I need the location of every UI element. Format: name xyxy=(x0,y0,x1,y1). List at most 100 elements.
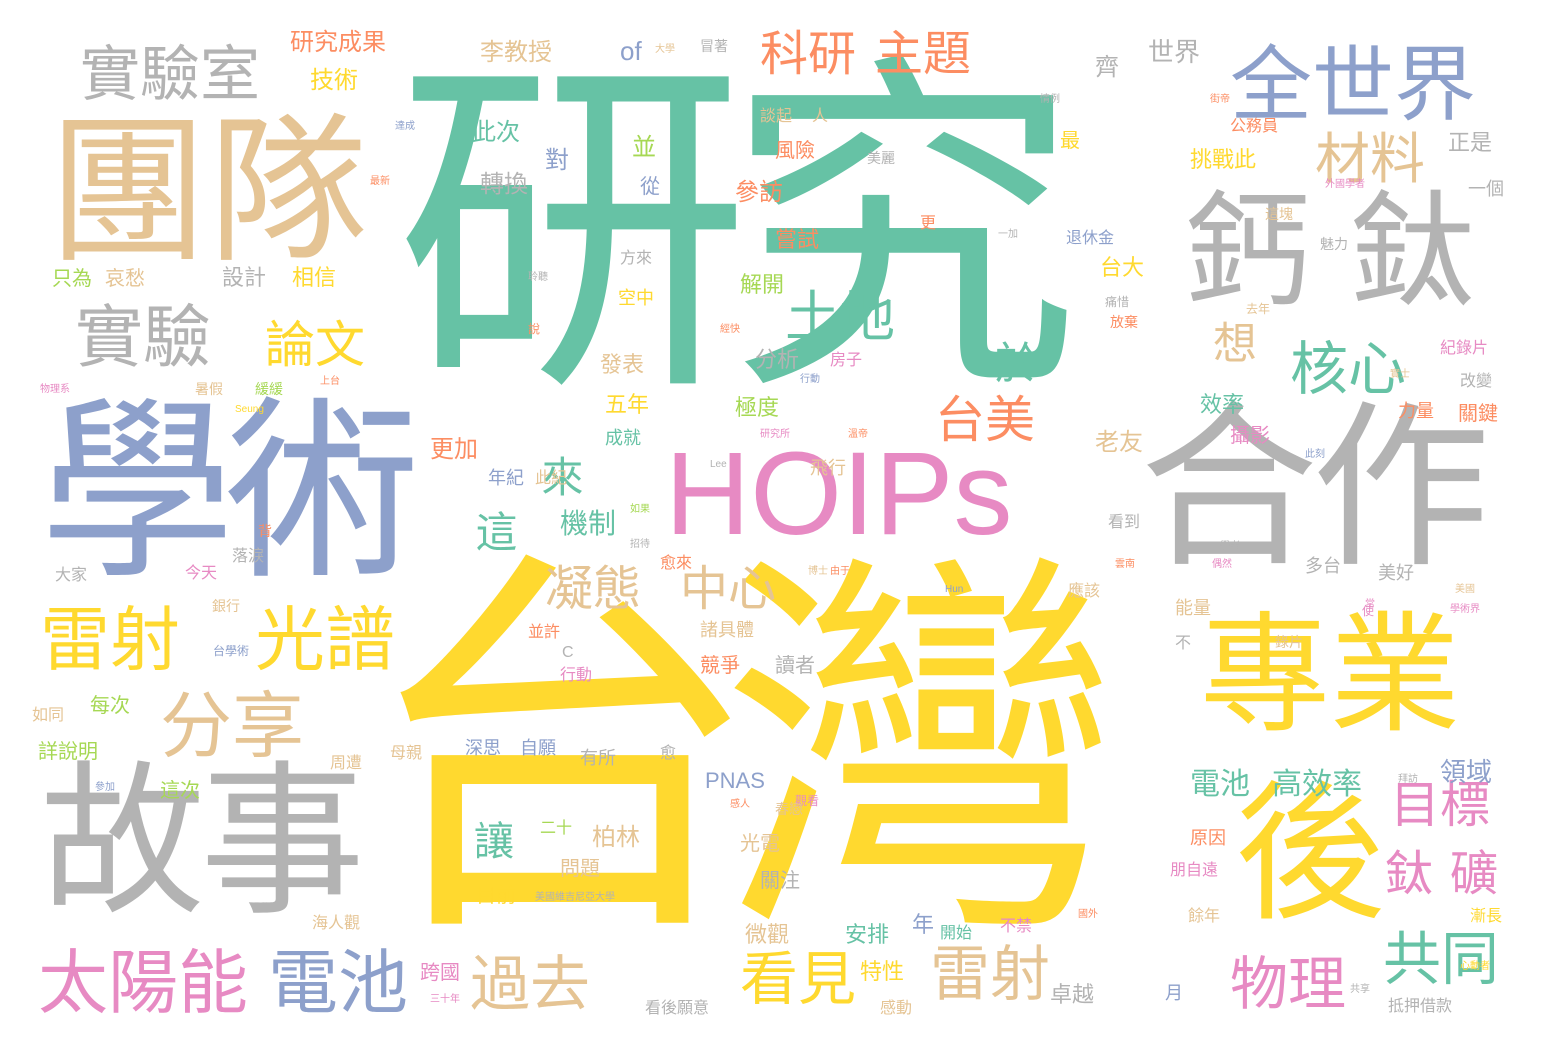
word-jishu: 技術 xyxy=(310,66,358,94)
word-rang: 讓 xyxy=(467,820,513,860)
word-yue: 月 xyxy=(1165,983,1183,1004)
word-jintian: 今天 xyxy=(185,563,218,582)
word-luolei: 落淚 xyxy=(232,546,265,565)
word-shensi: 深思 xyxy=(465,738,501,759)
word-gaibian: 改變 xyxy=(1460,371,1493,390)
word-bingxu: 並許 xyxy=(528,622,561,641)
word-zhuanhuan: 轉換 xyxy=(480,170,528,198)
word-huanhuan: 緩緩 xyxy=(255,382,283,398)
word-yige: 一個 xyxy=(1468,179,1504,200)
word-tiny-44: 經快 xyxy=(720,324,740,335)
word-changshi: 嘗試 xyxy=(775,228,820,253)
word-leishe2: 雷射 xyxy=(930,940,1050,1010)
word-tiny-47: 大學 xyxy=(655,44,675,55)
word-pengziyuan: 朋自遠 xyxy=(1170,860,1219,879)
word-gongtong: 共同 xyxy=(1383,925,1500,993)
word-tiny-40: 雲南 xyxy=(1115,559,1135,570)
word-tiny-36: 春戀 xyxy=(775,802,803,818)
word-meici: 每次 xyxy=(90,693,130,717)
word-tiny-11: 招待 xyxy=(630,539,650,550)
word-qunian: 去年 xyxy=(1246,302,1271,316)
word-guangdian: 光電 xyxy=(740,831,780,855)
word-yunian: 餘年 xyxy=(1188,906,1221,925)
word-fenxiang: 分享 xyxy=(160,684,305,768)
word-hezuo: 合作 xyxy=(1140,385,1490,592)
word-tiny-10: 如果 xyxy=(630,504,650,515)
word-tiny-26: 拜訪 xyxy=(1398,774,1418,785)
word-c: C xyxy=(562,644,574,661)
word-tiny-35: 美國維吉尼亞大學 xyxy=(535,892,615,903)
word-tiny-34: 三十年 xyxy=(430,994,460,1005)
word-leishe: 雷射 xyxy=(40,599,180,681)
word-guanjian: 關鍵 xyxy=(1458,401,1498,425)
word-tiny-38: 學者 xyxy=(1220,541,1240,552)
word-tiny-31: 參加 xyxy=(95,782,115,793)
word-feixing: 飛行 xyxy=(810,458,846,479)
word-kanjian: 看見 xyxy=(740,945,857,1013)
word-wunian: 五年 xyxy=(605,393,650,418)
word-xiangxin: 相信 xyxy=(292,266,337,291)
word-tiny-24: 學術界 xyxy=(1450,604,1480,615)
word-zhe: 這 xyxy=(469,510,518,552)
word-tiny-25: 台學術 xyxy=(213,644,250,658)
word-tiny-17: 研究所 xyxy=(760,429,790,440)
word-tiny-20: 更 xyxy=(920,213,937,232)
word-weiguan: 微觀 xyxy=(745,923,790,948)
word-nianji: 年紀 xyxy=(488,468,524,489)
word-gushi: 故事 xyxy=(40,746,365,938)
word-xiangshuoming: 詳說明 xyxy=(38,739,98,763)
word-tiny-12: 博士 xyxy=(808,566,828,577)
word-gaoxiaolu: 高效率 xyxy=(1272,767,1362,802)
word-tiny-30: 國外 xyxy=(1078,909,1098,920)
word-kaishi: 開始 xyxy=(940,923,973,942)
word-zhujuti: 諸具體 xyxy=(700,620,754,641)
word-liliang: 力量 xyxy=(1398,401,1434,422)
word-lunwen: 論文 xyxy=(265,316,365,374)
word-nengliang: 能量 xyxy=(1175,598,1211,619)
word-tiny-5: 上台 xyxy=(320,376,340,387)
word-cailiao: 材料 xyxy=(1315,127,1426,191)
word-nian: 年 xyxy=(912,913,935,938)
word-zhuti: 主題 xyxy=(875,26,972,82)
word-bolin: 柏林 xyxy=(592,823,640,851)
word-tai2: 鈦 xyxy=(1385,846,1434,902)
word-kongzhong: 空中 xyxy=(618,288,654,309)
word-tiny-19: 一加 xyxy=(998,229,1018,240)
word-ren: 人 xyxy=(812,106,829,125)
word-hou: 後 xyxy=(1235,768,1386,942)
word-kuang: 礦 xyxy=(1450,846,1499,902)
word-anpai: 安排 xyxy=(845,923,890,948)
word-fangzi: 房子 xyxy=(830,350,863,369)
word-tiny-2: 街帝 xyxy=(1210,94,1230,105)
word-zui: 最 xyxy=(1060,128,1080,152)
word-yuanyin: 原因 xyxy=(1190,828,1226,849)
word-bei: 背 xyxy=(258,524,272,540)
word-ciji: 此紀 xyxy=(535,468,568,487)
word-hoips: HOIPs xyxy=(665,428,1013,560)
word-tudi: 土地 xyxy=(785,285,896,349)
word-mubiao: 目標 xyxy=(1390,776,1490,834)
word-zhiwei: 只為 xyxy=(52,266,92,290)
word-muqin: 母親 xyxy=(390,743,423,762)
word-cici: 此次 xyxy=(472,118,520,146)
word-lai: 來 xyxy=(535,455,584,497)
word-zhongxin: 中心 xyxy=(680,561,777,617)
word-meili: 魅力 xyxy=(1320,237,1348,253)
word-tiny-28: 美國 xyxy=(1455,584,1475,595)
word-tiny-45: 使 xyxy=(1362,604,1375,618)
word-xiang: 想 xyxy=(1205,320,1256,364)
word-zhengshi: 正是 xyxy=(1448,131,1493,156)
word-cong: 從 xyxy=(640,174,660,198)
word-sheji: 設計 xyxy=(222,266,267,291)
word-dianchi: 電池 xyxy=(268,942,408,1024)
word-yanjiu: 研究 xyxy=(395,25,1080,439)
word-tiny-33: 海人觀 xyxy=(312,913,361,932)
word-tiny-1: 情例 xyxy=(1040,94,1060,105)
word-rutong: 如同 xyxy=(32,705,65,724)
word-tiaozhanci: 挑戰此 xyxy=(1190,148,1257,173)
word-dianchi2: 電池 xyxy=(1190,767,1250,802)
word-tiny-7: Seung xyxy=(235,404,264,415)
word-jianzhang: 漸長 xyxy=(1470,906,1503,925)
word-keyan: 科研 xyxy=(760,26,857,82)
